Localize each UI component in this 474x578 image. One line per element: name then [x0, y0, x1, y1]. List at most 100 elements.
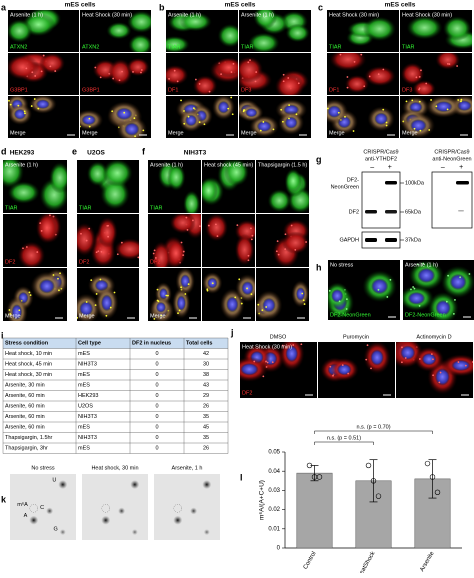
granule — [234, 296, 237, 299]
band-label: NeonGreen — [331, 184, 359, 190]
granule — [341, 364, 344, 367]
y-tick-label: 0 — [277, 546, 281, 552]
column-label: No stress — [31, 465, 54, 471]
granule — [452, 313, 455, 315]
x-tick-label: Arsenite — [419, 550, 436, 573]
granule — [366, 344, 369, 347]
granule — [288, 104, 291, 107]
cell — [267, 189, 292, 213]
granule — [247, 259, 250, 262]
granule — [99, 278, 102, 281]
granule — [94, 304, 97, 306]
table-cell: NIH3T3 — [78, 435, 97, 441]
micrograph — [80, 10, 151, 52]
granule — [418, 87, 421, 90]
micrograph — [166, 10, 238, 52]
column-label: Heat shock, 30 min — [91, 465, 138, 471]
column-label: Heat shock (45 min) — [204, 162, 253, 168]
granule — [231, 113, 234, 116]
granule — [272, 128, 275, 131]
channel-label: Merge — [329, 130, 345, 136]
granule — [17, 104, 20, 107]
granule — [281, 120, 284, 123]
granule — [192, 107, 195, 110]
table-cell: mES — [78, 372, 90, 378]
granule — [34, 75, 37, 77]
nucleus — [217, 100, 230, 114]
granule — [410, 288, 412, 291]
spot — [131, 529, 138, 536]
granule — [58, 289, 60, 292]
cell — [169, 214, 196, 234]
band — [458, 210, 464, 212]
cell — [285, 23, 310, 43]
granule — [284, 248, 287, 251]
granule — [430, 353, 433, 356]
granule — [140, 71, 142, 74]
panel-letter: l — [240, 472, 243, 482]
granule — [182, 250, 185, 253]
table-cell: 35 — [203, 435, 209, 441]
granule — [247, 254, 250, 257]
spot — [203, 529, 210, 536]
table-cell: 0 — [155, 446, 158, 452]
granule — [88, 117, 91, 120]
nucleus — [417, 267, 436, 283]
blot — [431, 171, 473, 229]
table-cell: Arsenite, 60 min — [5, 404, 45, 410]
micrograph — [80, 96, 151, 138]
condition-label: No stress — [330, 262, 353, 268]
spot — [58, 480, 68, 490]
channel-label: Merge — [402, 130, 418, 136]
micrograph — [77, 268, 139, 321]
granule — [90, 279, 93, 282]
micrograph — [202, 214, 255, 267]
cell — [166, 64, 189, 86]
granule — [303, 303, 306, 305]
data-point — [424, 460, 431, 467]
cell — [8, 54, 40, 80]
granule — [415, 76, 418, 79]
granule — [302, 299, 305, 302]
granule — [57, 277, 59, 280]
granule — [471, 361, 473, 363]
granule — [238, 278, 241, 281]
micrograph — [202, 268, 255, 321]
channel-label: DF2-NeonGreen — [330, 312, 371, 318]
granule — [153, 249, 156, 252]
micrograph — [82, 474, 148, 540]
table-header-bg — [3, 338, 228, 349]
granule — [418, 305, 421, 307]
column-label: Arsenite (1 h) — [10, 12, 43, 18]
granule — [109, 306, 112, 309]
granule — [165, 294, 168, 297]
granule — [413, 127, 416, 130]
granule — [382, 108, 385, 111]
table-cell: 0 — [155, 351, 158, 357]
panel-title: mES cells — [385, 2, 416, 9]
granule — [232, 62, 235, 65]
table-cell: 26 — [203, 446, 209, 452]
micrograph — [3, 214, 67, 267]
granule — [418, 100, 421, 103]
y-tick-label: 0.01 — [268, 526, 280, 532]
cell — [86, 161, 109, 187]
cell — [100, 178, 130, 210]
granule — [281, 344, 284, 347]
cell — [77, 222, 97, 257]
granule — [112, 77, 115, 80]
nucleus — [407, 291, 426, 305]
spot — [29, 504, 39, 513]
micrograph — [166, 53, 238, 95]
granule — [266, 361, 269, 364]
granule — [186, 228, 189, 231]
nucleus — [285, 345, 299, 363]
panel-letter: g — [316, 154, 322, 164]
micrograph — [154, 474, 220, 540]
micrograph — [396, 342, 473, 398]
x-tick-label: HeatShock — [357, 550, 377, 573]
granule — [214, 223, 217, 226]
granule — [123, 111, 126, 114]
micrograph — [400, 10, 472, 52]
cell — [127, 10, 151, 34]
